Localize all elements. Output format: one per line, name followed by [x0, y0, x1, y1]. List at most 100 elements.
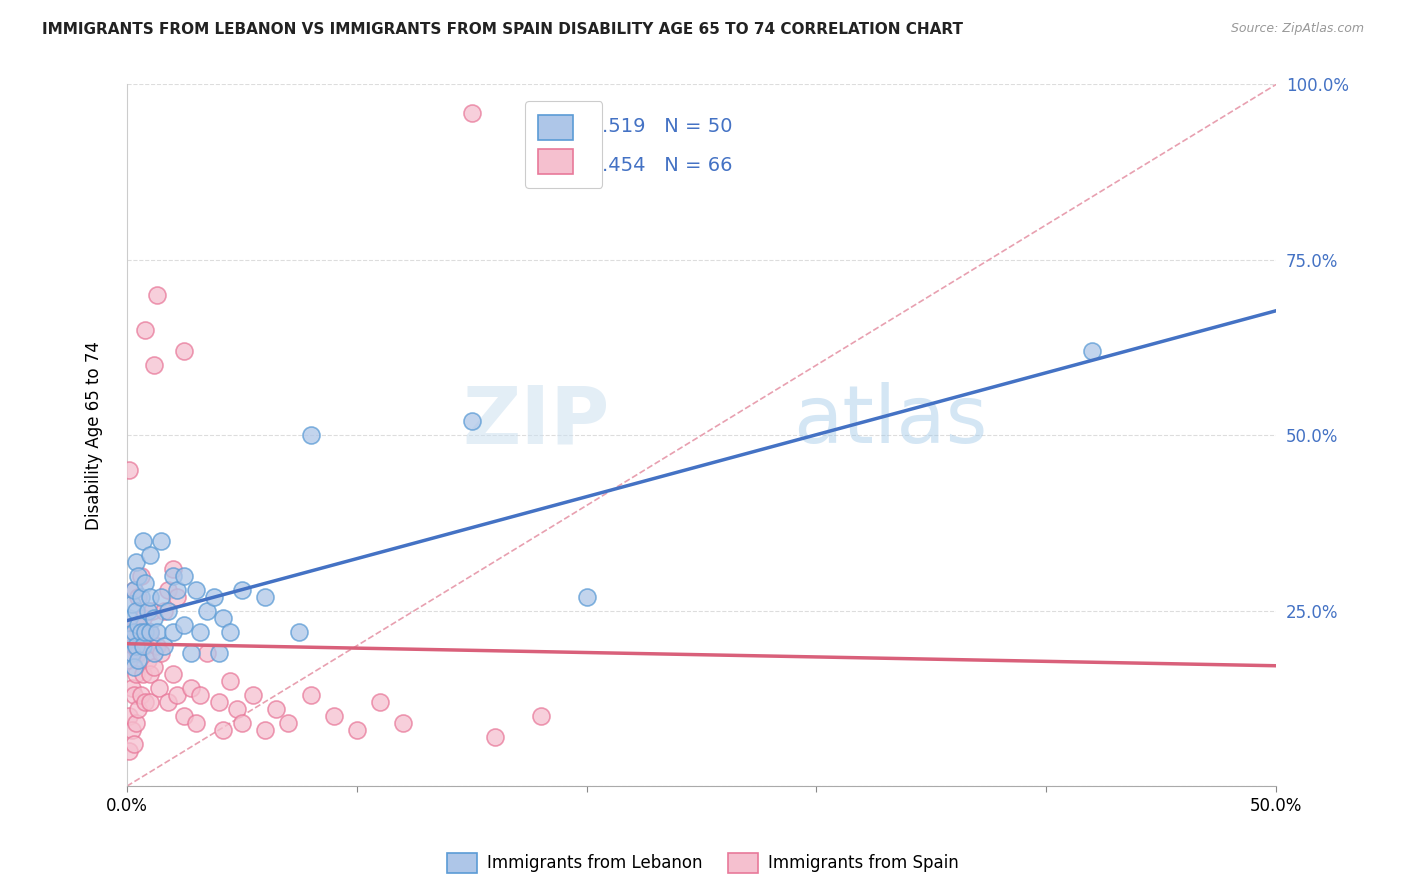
- Point: [299, 428, 322, 442]
- Text: IMMIGRANTS FROM LEBANON VS IMMIGRANTS FROM SPAIN DISABILITY AGE 65 TO 74 CORRELA: IMMIGRANTS FROM LEBANON VS IMMIGRANTS FR…: [42, 22, 963, 37]
- Text: ZIP: ZIP: [463, 383, 610, 460]
- Legend: Immigrants from Lebanon, Immigrants from Spain: Immigrants from Lebanon, Immigrants from…: [440, 847, 966, 880]
- Point: [139, 666, 162, 681]
- Point: [134, 639, 156, 653]
- Point: [484, 730, 506, 744]
- Point: [139, 695, 162, 709]
- Point: [208, 646, 231, 660]
- Point: [122, 582, 145, 597]
- Point: [127, 702, 149, 716]
- Point: [125, 639, 148, 653]
- Point: [346, 723, 368, 737]
- Point: [208, 695, 231, 709]
- Point: [202, 590, 225, 604]
- Point: [127, 653, 149, 667]
- Point: [184, 716, 207, 731]
- Point: [129, 688, 152, 702]
- Point: [146, 288, 169, 302]
- Point: [212, 611, 235, 625]
- Point: [157, 695, 180, 709]
- Point: [288, 624, 311, 639]
- Point: [134, 695, 156, 709]
- Point: [118, 463, 141, 477]
- Point: [195, 604, 218, 618]
- Point: [136, 604, 159, 618]
- Point: [173, 344, 195, 359]
- Point: [125, 604, 148, 618]
- Point: [134, 323, 156, 337]
- Point: [122, 624, 145, 639]
- Point: [460, 414, 482, 428]
- Point: [530, 709, 553, 723]
- Point: [127, 590, 149, 604]
- Point: [129, 624, 152, 639]
- Point: [162, 561, 184, 575]
- Point: [266, 702, 288, 716]
- Point: [150, 590, 173, 604]
- Point: [122, 688, 145, 702]
- Point: [368, 695, 391, 709]
- Point: [391, 716, 413, 731]
- Point: [242, 688, 264, 702]
- Point: [166, 582, 188, 597]
- Point: [132, 533, 155, 548]
- Point: [139, 590, 162, 604]
- Point: [180, 646, 202, 660]
- Point: [129, 590, 152, 604]
- Point: [134, 575, 156, 590]
- Point: [162, 666, 184, 681]
- Point: [157, 604, 180, 618]
- Text: R =  0.454   N = 66: R = 0.454 N = 66: [541, 156, 733, 175]
- Point: [173, 568, 195, 582]
- Point: [231, 716, 253, 731]
- Point: [129, 568, 152, 582]
- Point: [132, 611, 155, 625]
- Point: [253, 723, 276, 737]
- Point: [122, 582, 145, 597]
- Point: [132, 639, 155, 653]
- Point: [1081, 344, 1104, 359]
- Point: [148, 681, 170, 695]
- Text: Source: ZipAtlas.com: Source: ZipAtlas.com: [1230, 22, 1364, 36]
- Text: atlas: atlas: [793, 383, 988, 460]
- Y-axis label: Disability Age 65 to 74: Disability Age 65 to 74: [86, 341, 103, 530]
- Point: [157, 582, 180, 597]
- Point: [143, 660, 166, 674]
- Point: [575, 590, 598, 604]
- Point: [121, 632, 143, 646]
- Point: [134, 624, 156, 639]
- Point: [277, 716, 299, 731]
- Point: [190, 624, 212, 639]
- Point: [146, 639, 169, 653]
- Point: [141, 604, 163, 618]
- Point: [125, 716, 148, 731]
- Point: [173, 709, 195, 723]
- Point: [173, 617, 195, 632]
- Point: [195, 646, 218, 660]
- Point: [118, 653, 141, 667]
- Point: [152, 639, 174, 653]
- Point: [127, 646, 149, 660]
- Point: [143, 646, 166, 660]
- Point: [162, 568, 184, 582]
- Point: [139, 548, 162, 562]
- Point: [127, 617, 149, 632]
- Point: [253, 590, 276, 604]
- Point: [118, 632, 141, 646]
- Point: [299, 688, 322, 702]
- Point: [146, 624, 169, 639]
- Point: [129, 632, 152, 646]
- Point: [125, 617, 148, 632]
- Point: [118, 611, 141, 625]
- Point: [226, 702, 249, 716]
- Point: [143, 611, 166, 625]
- Point: [219, 673, 242, 688]
- Point: [121, 597, 143, 611]
- Point: [231, 582, 253, 597]
- Point: [162, 624, 184, 639]
- Point: [118, 709, 141, 723]
- Text: R =  0.519   N = 50: R = 0.519 N = 50: [541, 117, 733, 136]
- Legend: , : ,: [524, 101, 603, 188]
- Point: [150, 646, 173, 660]
- Point: [322, 709, 344, 723]
